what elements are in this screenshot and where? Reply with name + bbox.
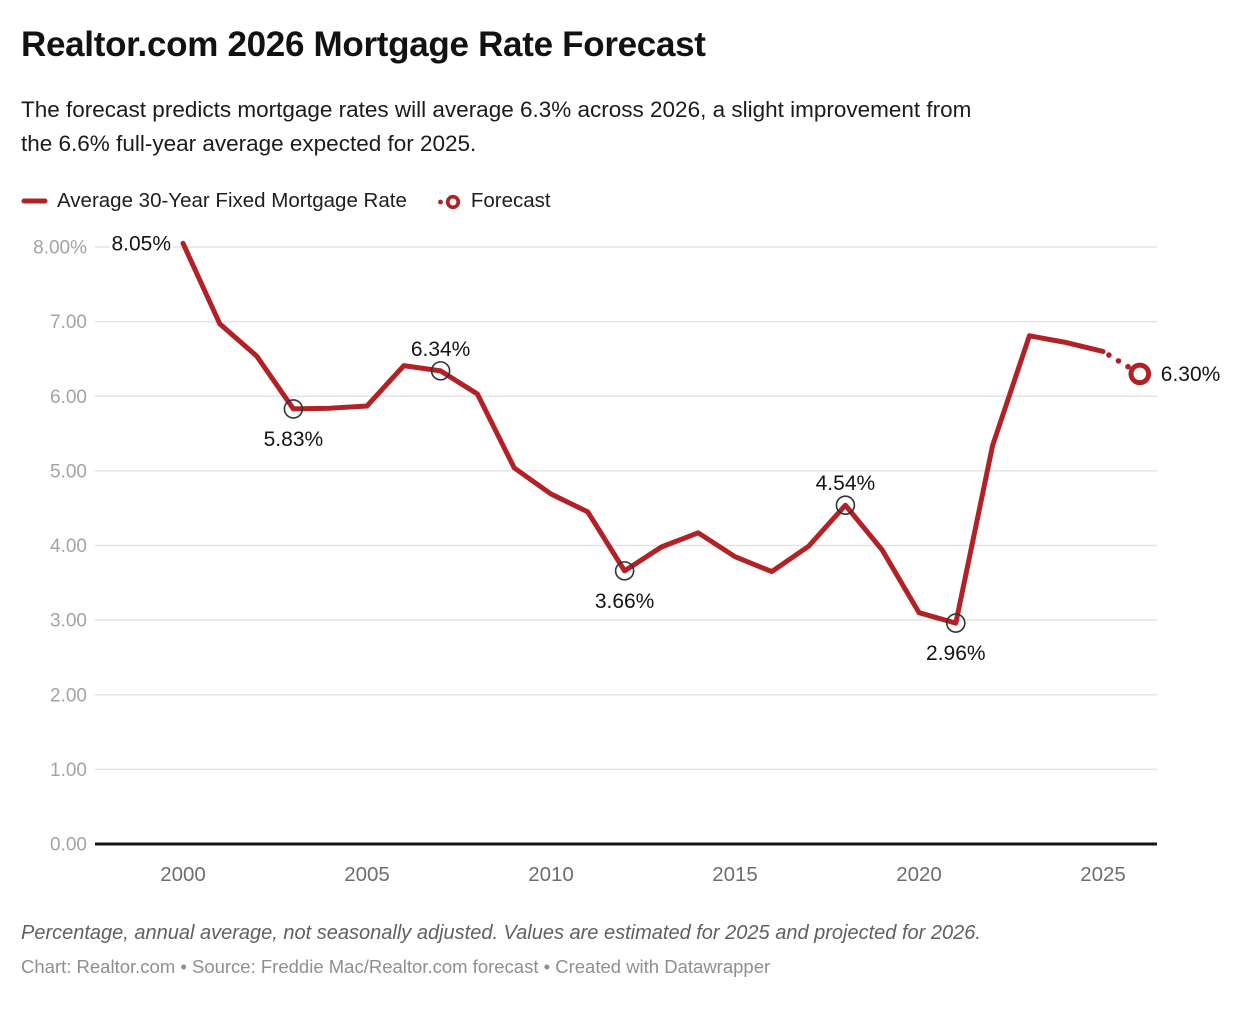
forecast-ring-marker [1128, 362, 1152, 386]
forecast-dotted-segment-dot [1115, 358, 1122, 364]
y-tick-label: 8.00% [33, 238, 87, 259]
chart-subtitle-line1: The forecast predicts mortgage rates wil… [21, 97, 972, 122]
point-marker [430, 361, 451, 381]
legend-item-forecast: Forecast [437, 189, 551, 213]
chart-credit: Chart: Realtor.com • Source: Freddie Mac… [21, 956, 771, 977]
x-tick-label: 2020 [896, 863, 942, 886]
chart-subtitle: The forecast predicts mortgage rates wil… [21, 93, 1219, 161]
forecast-dotted-segment-dot [1106, 352, 1112, 358]
chart-subtitle-line2: the 6.6% full-year average expected for … [21, 131, 477, 156]
solid-line-swatch-icon [21, 198, 48, 204]
y-tick-label: 5.00 [50, 461, 87, 482]
x-tick-label: 2025 [1080, 863, 1126, 886]
chart-legend: Average 30-Year Fixed Mortgage Rate Fore… [21, 189, 1219, 213]
x-tick-label: 2015 [712, 863, 758, 886]
point-label: 6.34% [411, 338, 471, 361]
legend-label-mortgage-rate: Average 30-Year Fixed Mortgage Rate [57, 189, 407, 212]
x-tick-label: 2010 [528, 863, 574, 886]
dot-ring-swatch-icon [437, 194, 461, 209]
point-label: 3.66% [595, 590, 655, 613]
y-tick-label: 3.00 [50, 611, 87, 632]
point-label: 5.83% [264, 428, 324, 451]
chart-title: Realtor.com 2026 Mortgage Rate Forecast [21, 25, 706, 64]
y-tick-label: 6.00 [50, 387, 87, 408]
chart-footnote: Percentage, annual average, not seasonal… [21, 922, 981, 944]
forecast-dotted-segment-dot [1125, 363, 1131, 370]
point-marker [835, 495, 856, 516]
rate-line [180, 240, 1106, 626]
point-label: 2.96% [926, 642, 986, 665]
point-marker [614, 561, 635, 581]
point-label: 8.05% [111, 232, 171, 255]
y-tick-label: 4.00 [50, 536, 87, 557]
point-marker [945, 613, 966, 633]
point-marker [283, 399, 304, 419]
x-tick-label: 2005 [344, 863, 390, 886]
y-tick-label: 7.00 [50, 312, 87, 333]
legend-label-forecast: Forecast [470, 189, 551, 212]
point-label: 4.54% [816, 472, 876, 495]
y-tick-label: 0.00 [50, 835, 87, 856]
x-tick-label: 2000 [160, 863, 206, 886]
chart-card: Realtor.com 2026 Mortgage Rate Forecast … [0, 25, 1240, 978]
point-label: 6.30% [1161, 363, 1221, 386]
legend-item-mortgage-rate: Average 30-Year Fixed Mortgage Rate [21, 189, 407, 213]
y-tick-label: 2.00 [50, 685, 87, 706]
y-tick-label: 1.00 [50, 760, 87, 781]
mortgage-rate-line-chart: 0.00 1.00 2.00 3.00 4.00 5.00 6.00 7.00 8.00% 200… [33, 229, 1223, 886]
